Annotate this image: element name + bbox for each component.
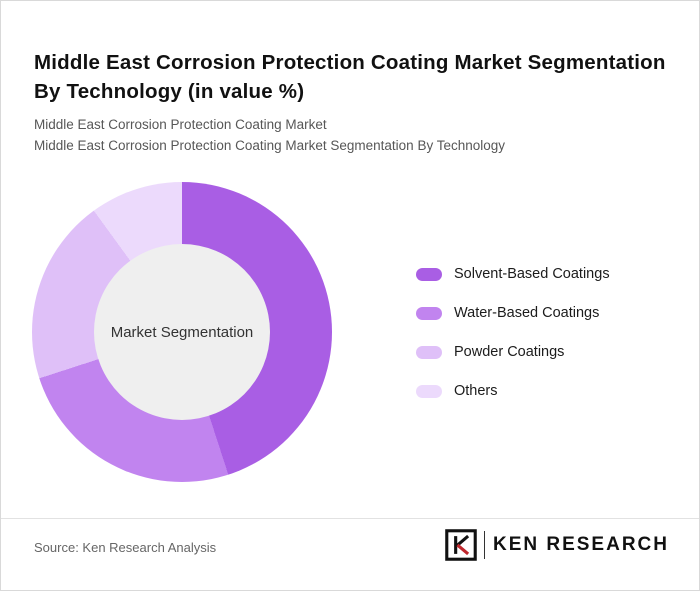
ken-research-logo: KEN RESEARCH: [445, 528, 669, 562]
donut-chart: Market Segmentation: [32, 182, 332, 482]
legend-swatch-icon: [416, 306, 442, 320]
legend-swatch-icon: [416, 267, 442, 281]
legend-swatch-icon: [416, 345, 442, 359]
legend-item-solvent-based: Solvent-Based Coatings: [416, 266, 610, 282]
legend-label: Solvent-Based Coatings: [454, 266, 610, 282]
source-text: Source: Ken Research Analysis: [34, 540, 217, 555]
legend-item-water-based: Water-Based Coatings: [416, 305, 610, 321]
legend-item-others: Others: [416, 383, 610, 399]
legend-item-powder: Powder Coatings: [416, 344, 610, 360]
legend-label: Powder Coatings: [454, 344, 565, 360]
chart-subtitle-market: Middle East Corrosion Protection Coating…: [34, 117, 327, 132]
donut-center-label: Market Segmentation: [110, 323, 254, 341]
logo-separator: [483, 531, 485, 559]
legend-swatch-icon: [416, 384, 442, 398]
legend-label: Others: [454, 383, 498, 399]
footer-divider: [1, 518, 699, 519]
chart-legend: Solvent-Based Coatings Water-Based Coati…: [416, 266, 610, 423]
page-title: Middle East Corrosion Protection Coating…: [34, 50, 666, 103]
chart-subtitle-segmentation: Middle East Corrosion Protection Coating…: [34, 138, 505, 153]
legend-label: Water-Based Coatings: [454, 305, 600, 321]
logo-wordmark: KEN RESEARCH: [492, 534, 669, 555]
donut-center: Market Segmentation: [94, 244, 270, 420]
ken-research-k-icon: [445, 529, 477, 561]
